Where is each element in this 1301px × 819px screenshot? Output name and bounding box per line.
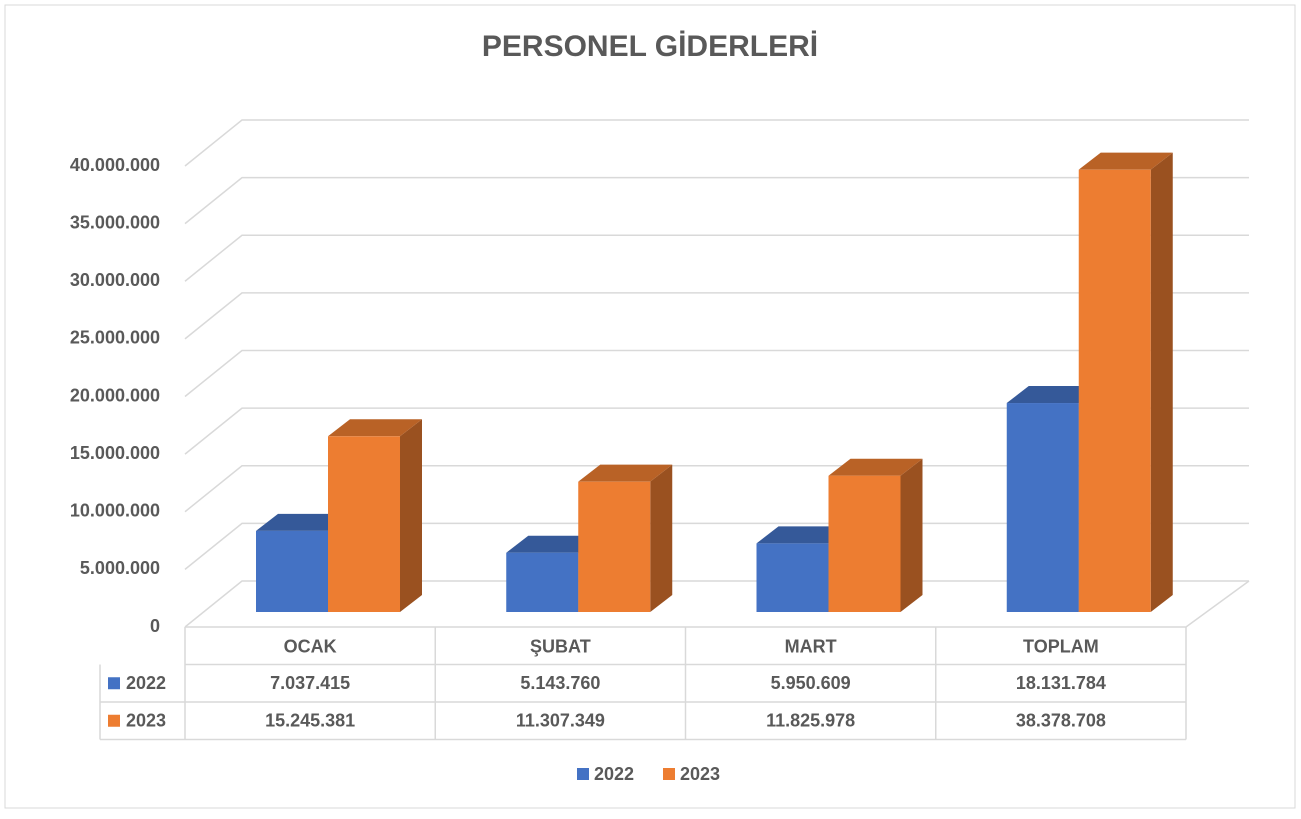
table-value: 5.143.760 — [520, 673, 600, 693]
bar-top — [256, 513, 350, 531]
bar-side — [650, 464, 673, 612]
y-tick-label: 40.000.000 — [70, 155, 160, 175]
table-value: 11.307.349 — [516, 711, 605, 731]
bar — [1078, 169, 1151, 612]
grid-line — [184, 407, 1249, 455]
table-value: 5.950.609 — [771, 673, 851, 693]
table-row-label: 2022 — [126, 673, 166, 693]
grid-line — [184, 292, 1249, 340]
x-tick-label: OCAK — [284, 637, 337, 657]
table-value: 38.378.708 — [1016, 711, 1106, 731]
bar — [828, 475, 901, 612]
x-tick-label: MART — [785, 637, 837, 657]
table-key — [108, 714, 120, 727]
table-value: 15.245.381 — [265, 711, 355, 731]
bar — [1006, 403, 1079, 612]
legend-key — [663, 768, 675, 780]
chart-title: PERSONEL GİDERLERİ — [482, 30, 818, 63]
table-value: 18.131.784 — [1016, 673, 1106, 693]
bar — [578, 481, 651, 612]
y-tick-label: 20.000.000 — [70, 385, 160, 405]
bar-top — [506, 535, 601, 553]
bar-top — [1006, 386, 1101, 404]
grid-line — [184, 119, 1249, 167]
legend-label: 2022 — [594, 764, 634, 784]
bar — [756, 543, 829, 612]
y-tick-label: 0 — [150, 616, 160, 636]
bar-side — [900, 458, 923, 612]
bar-side — [1150, 152, 1173, 612]
y-tick-label: 15.000.000 — [70, 443, 160, 463]
x-tick-label: TOPLAM — [1023, 637, 1099, 657]
bar-top — [1078, 152, 1173, 170]
table-row-label: 2023 — [126, 711, 166, 731]
y-tick-label: 35.000.000 — [70, 212, 160, 232]
x-tick-label: ŞUBAT — [530, 637, 591, 657]
table-value: 7.037.415 — [270, 673, 350, 693]
y-tick-label: 5.000.000 — [80, 558, 160, 578]
bar-side — [400, 419, 422, 612]
bar — [256, 530, 328, 612]
bar — [328, 436, 400, 612]
grid-line — [184, 176, 1249, 225]
bar-top — [828, 458, 923, 476]
table-key — [108, 677, 120, 690]
legend-key — [577, 768, 589, 780]
y-tick-label: 25.000.000 — [70, 328, 160, 348]
grid-line — [184, 234, 1249, 282]
bar-top — [578, 464, 673, 482]
bar-top — [756, 526, 851, 544]
legend-label: 2023 — [680, 764, 720, 784]
table-value: 11.825.978 — [766, 711, 855, 731]
y-tick-label: 10.000.000 — [70, 501, 160, 521]
bar-top — [328, 419, 422, 437]
y-tick-label: 30.000.000 — [70, 270, 160, 290]
grid-line — [184, 349, 1249, 398]
bar — [506, 552, 579, 612]
